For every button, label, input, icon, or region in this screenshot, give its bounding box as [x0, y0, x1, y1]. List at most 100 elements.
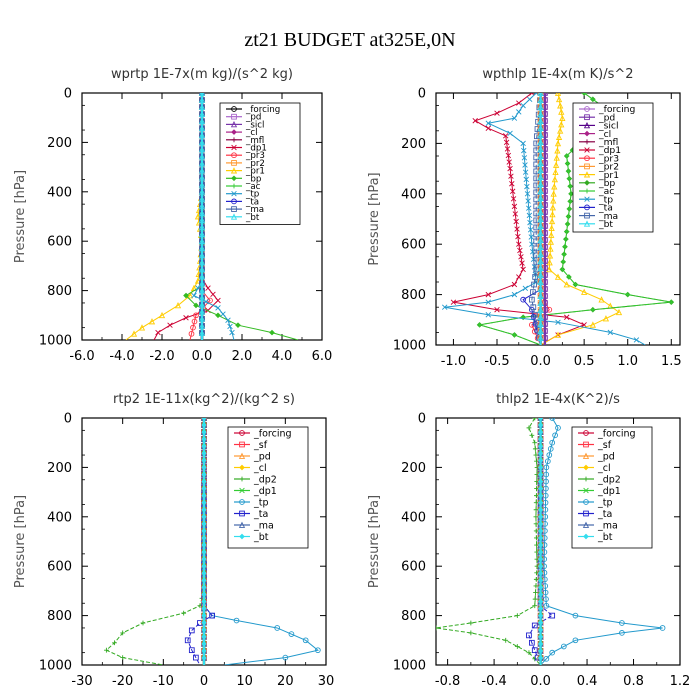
x-tick-label: 20 — [277, 674, 294, 689]
series-marker-tp — [543, 471, 550, 478]
series-marker-bt — [537, 506, 544, 513]
legend-marker — [583, 499, 589, 505]
series-marker-bt — [198, 273, 206, 280]
series-marker-bt — [201, 655, 207, 661]
chart-title: thlp2 1E-4x(K^2)/s — [496, 392, 620, 407]
series-marker-ac — [565, 161, 570, 166]
y-tick-label: 200 — [401, 461, 426, 476]
series-marker-tp — [572, 637, 579, 644]
legend-entry: _pd — [245, 113, 261, 123]
series-marker-dp2 — [533, 514, 539, 520]
legend-marker — [239, 487, 245, 494]
series-marker-pr1 — [551, 183, 558, 190]
series-marker-dp2 — [120, 655, 126, 660]
series-marker-tp — [547, 446, 554, 452]
x-tick-label: 1.5 — [661, 354, 682, 369]
series-marker-pr1 — [194, 213, 202, 220]
series-line-dp1 — [453, 93, 586, 345]
y-tick-label: 800 — [401, 288, 426, 303]
series-marker-dp1 — [494, 110, 500, 116]
legend-entry: _pr1 — [598, 170, 619, 181]
x-tick-label: -4.0 — [109, 349, 134, 364]
legend-entry: _forcing — [597, 428, 636, 439]
legend-entry: _ta — [253, 509, 268, 520]
x-tick-label: 0.8 — [623, 674, 644, 689]
series-marker-bp — [269, 329, 275, 336]
legend-entry: _bp — [598, 178, 615, 189]
y-axis-label: Pressure [hPa] — [13, 170, 28, 263]
series-marker-pr1 — [130, 330, 138, 337]
series-marker-bt — [201, 513, 207, 520]
series-marker-dp2 — [533, 507, 539, 513]
series-marker-bt — [537, 436, 544, 442]
series-marker-pd — [542, 93, 548, 96]
panel-rtp2: rtp2 1E-11x(kg^2)/(kg^2 s) Pressure [hPa]… — [13, 392, 334, 689]
series-marker-bt — [198, 138, 206, 146]
legend-entry: _forcing — [253, 428, 292, 439]
series-marker-bt — [537, 528, 544, 534]
series-marker-bt — [537, 145, 544, 152]
series-marker-bt — [201, 422, 207, 428]
chart-title: rtp2 1E-11x(kg^2)/(kg^2 s) — [113, 392, 295, 407]
series-marker-bt — [198, 160, 206, 167]
series-marker-ta — [193, 654, 199, 661]
series-marker-pr1 — [549, 211, 556, 218]
series-marker-tp — [560, 643, 567, 650]
y-tick-label: 800 — [47, 609, 72, 624]
series-marker-ta — [188, 647, 195, 654]
series-marker-tp — [526, 96, 533, 103]
series-marker-bt — [537, 450, 544, 457]
series-marker-tp — [543, 464, 550, 471]
series-marker-dp2 — [532, 596, 538, 602]
series-marker-bt — [537, 619, 544, 626]
series-marker-bt — [198, 146, 206, 153]
legend-marker — [231, 137, 237, 143]
y-tick-label: 400 — [401, 187, 426, 202]
legend-marker — [239, 499, 245, 505]
series-marker-tp — [544, 458, 551, 465]
series-marker-tp — [522, 169, 529, 175]
series-marker-bt — [201, 478, 207, 485]
series-marker-ma — [532, 274, 538, 280]
series-marker-bt — [537, 138, 544, 145]
x-tick-label: 0.0 — [192, 349, 213, 364]
series-marker-tp — [274, 625, 281, 631]
series-marker-dp1 — [505, 152, 512, 159]
legend-marker — [239, 476, 245, 482]
series-marker-ta — [549, 612, 556, 619]
y-tick-label: 1000 — [393, 339, 426, 354]
legend-entry: _cl — [253, 463, 267, 474]
series-marker-ac — [566, 214, 571, 219]
series-marker-bt — [198, 153, 206, 160]
series-marker-tp — [520, 102, 526, 109]
series-marker-ta — [531, 622, 538, 629]
series-marker-bt — [201, 584, 207, 591]
series-marker-bt — [201, 506, 207, 513]
series-marker-dp1 — [509, 181, 515, 187]
series-marker-bt — [198, 117, 206, 125]
series-marker-bt — [201, 619, 207, 626]
x-tick-label: 10 — [236, 674, 253, 689]
series-marker-bt — [537, 264, 544, 271]
legend-marker — [582, 521, 590, 528]
series-marker-bt — [537, 187, 544, 194]
series-marker-pr3 — [193, 312, 199, 319]
series-marker-ta — [526, 632, 532, 639]
x-tick-label: -0.5 — [484, 354, 509, 369]
series-marker-bt — [537, 549, 544, 555]
series-marker-ac — [566, 176, 572, 182]
legend-entry: _dp1 — [245, 144, 267, 154]
series-marker-bt — [201, 633, 207, 640]
series-marker-bt — [198, 96, 206, 103]
series-marker-bt — [198, 322, 206, 329]
series-marker-pr1 — [563, 281, 570, 288]
series-marker-dp2 — [526, 425, 532, 431]
legend-entry: _ma — [597, 520, 618, 531]
y-tick-label: 600 — [47, 235, 72, 250]
legend-marker — [583, 121, 591, 129]
series-marker-pr1 — [615, 308, 623, 316]
series-marker-bt — [201, 605, 207, 612]
series-marker-bt — [537, 96, 544, 103]
series-marker-bt — [201, 542, 207, 548]
